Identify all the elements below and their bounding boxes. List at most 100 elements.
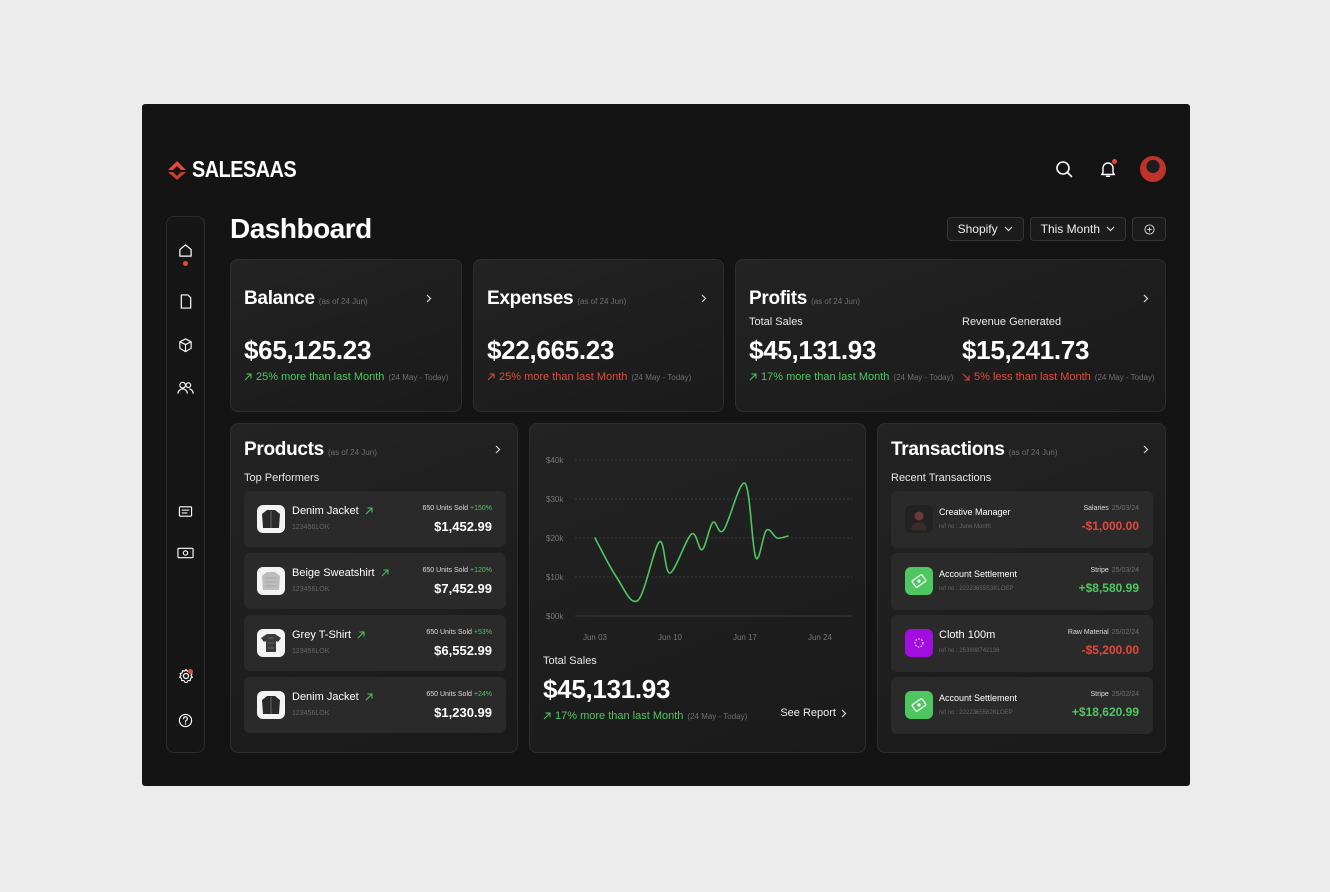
category-text: Raw Material: [1067, 629, 1109, 636]
product-sku: 123456LOK: [292, 710, 330, 717]
recent-transactions-label: Recent Transactions: [891, 472, 992, 484]
sales-line-chart: $40k $30k $20k $10k $00k Jun 03 Jun 10 Jun 17 Ju…: [546, 456, 852, 642]
total-sales-label: Total Sales: [749, 316, 803, 328]
search-icon[interactable]: [1052, 157, 1076, 181]
balance-change-text: 25% more than last Month: [256, 371, 385, 383]
product-sku: 123456LOK: [292, 586, 330, 593]
product-row[interactable]: Beige Sweatshirt 123456LOK 650 Units Sol…: [244, 553, 506, 609]
balance-card: Balance (as of 24 Jun) $65,125.23 25% mor…: [230, 259, 462, 412]
transaction-row[interactable]: Account Settlement ref no : 2222365582KL…: [891, 677, 1153, 734]
profits-card: Profits (as of 24 Jun) Total Sales $45,13…: [735, 259, 1166, 412]
bell-icon[interactable]: [1096, 157, 1120, 181]
growth-pct: +53%: [473, 629, 492, 636]
balance-title: Balance: [244, 288, 315, 309]
transaction-date: 25/02/24: [1111, 629, 1139, 636]
arrow-up-right-icon: [749, 373, 757, 381]
total-sales-change-text: 17% more than last Month: [761, 371, 890, 383]
date-range: (24 May - Today): [893, 372, 954, 382]
chevron-right-icon[interactable]: [424, 293, 434, 303]
total-sales-value: $45,131.93: [749, 335, 877, 365]
sales-series-line: [594, 482, 789, 603]
product-name-text: Denim Jacket: [292, 691, 359, 703]
revenue-change-text: 5% less than last Month: [974, 371, 1091, 383]
expenses-change: 25% more than last Month (24 May - Today…: [487, 371, 691, 383]
date-range: (24 May - Today): [631, 372, 692, 382]
page-title: Dashboard: [230, 213, 372, 244]
balance-change: 25% more than last Month (24 May - Today…: [244, 371, 448, 383]
transaction-amount: +$8,580.99: [1078, 581, 1139, 595]
total-sales-change: 17% more than last Month (24 May - Today…: [543, 710, 747, 722]
help-icon[interactable]: [167, 708, 204, 732]
box-icon[interactable]: [167, 333, 204, 357]
transaction-category: Raw Material 25/02/24: [1068, 629, 1139, 636]
growth-pct: +150%: [470, 505, 492, 512]
as-of-label: (as of 24 Jun): [1008, 448, 1058, 457]
add-button[interactable]: [1132, 217, 1166, 241]
date-range: (24 May - Today): [687, 711, 748, 721]
top-actions: [1052, 156, 1166, 182]
transaction-name: Creative Manager: [939, 507, 1011, 517]
avatar[interactable]: [1140, 156, 1166, 182]
chevron-right-icon[interactable]: [699, 293, 709, 303]
sweatshirt-icon: [257, 567, 285, 595]
expenses-value: $22,665.23: [487, 335, 615, 365]
product-price: $1,230.99: [434, 705, 492, 720]
message-icon[interactable]: [167, 500, 204, 524]
product-row[interactable]: Denim Jacket 123456LOK 650 Units Sold +15…: [244, 491, 506, 547]
expenses-change-text: 25% more than last Month: [499, 371, 628, 383]
product-name: Beige Sweatshirt: [292, 567, 389, 579]
transaction-row[interactable]: Account Settlement ref no : 22223655S3KL…: [891, 553, 1153, 610]
product-price: $1,452.99: [434, 519, 492, 534]
y-tick-label: $10k: [546, 573, 564, 582]
fabric-icon: [905, 629, 933, 657]
product-name-text: Beige Sweatshirt: [292, 567, 375, 579]
arrow-down-right-icon: [962, 373, 970, 381]
arrow-up-right-icon: [365, 507, 373, 515]
see-report-link[interactable]: See Report: [780, 707, 847, 719]
chevron-right-icon[interactable]: [493, 444, 503, 454]
x-tick-label: Jun 24: [808, 633, 833, 642]
product-row[interactable]: Denim Jacket 123456LOK 650 Units Sold +24…: [244, 677, 506, 733]
money-icon: [905, 567, 933, 595]
active-indicator: [183, 261, 188, 266]
product-name-text: Denim Jacket: [292, 505, 359, 517]
chevron-right-icon[interactable]: [1141, 444, 1151, 454]
transaction-amount: -$1,000.00: [1081, 519, 1139, 533]
product-price: $7,452.99: [434, 581, 492, 596]
person-photo-icon: [905, 505, 933, 533]
document-icon[interactable]: [167, 289, 204, 313]
home-icon[interactable]: [167, 238, 204, 262]
product-row[interactable]: Grey T-Shirt 123456LOK 650 Units Sold +53…: [244, 615, 506, 671]
expenses-title: Expenses: [487, 288, 574, 309]
transaction-row[interactable]: Creative Manager ref no : June Month Sal…: [891, 491, 1153, 548]
see-report-label: See Report: [780, 707, 836, 719]
money-icon[interactable]: [167, 541, 204, 565]
transaction-category: Stripe 25/02/24: [1090, 691, 1139, 698]
transaction-date: 25/03/24: [1111, 505, 1139, 512]
jacket-icon: [257, 691, 285, 719]
plus-circle-icon: [1143, 223, 1155, 235]
products-card: Products (as of 24 Jun) Top Performers De…: [230, 423, 518, 753]
period-select[interactable]: This Month: [1029, 217, 1126, 241]
chevron-right-icon[interactable]: [1141, 293, 1151, 303]
units-sold: 650 Units Sold +120%: [422, 567, 492, 574]
settings-icon[interactable]: [167, 664, 204, 688]
brand-logo[interactable]: SALESAAS: [166, 156, 313, 183]
x-tick-label: Jun 17: [733, 633, 758, 642]
period-select-label: This Month: [1040, 222, 1100, 236]
card-title: Products (as of 24 Jun): [244, 439, 377, 461]
date-range: (24 May - Today): [388, 372, 449, 382]
x-tick-label: Jun 10: [658, 633, 683, 642]
product-name: Denim Jacket: [292, 505, 373, 517]
arrow-up-right-icon: [365, 693, 373, 701]
category-text: Stripe: [1090, 691, 1109, 698]
arrow-up-right-icon: [381, 569, 389, 577]
transaction-name: Cloth 100m: [939, 629, 996, 641]
store-select[interactable]: Shopify: [946, 217, 1024, 241]
transaction-row[interactable]: Cloth 100m ref no : 253698742136 Raw Mat…: [891, 615, 1153, 672]
y-tick-label: $30k: [546, 495, 564, 504]
transaction-name: Account Settlement: [939, 569, 1018, 579]
chevron-down-icon: [1004, 226, 1013, 232]
settings-badge: [188, 669, 193, 674]
users-icon[interactable]: [167, 376, 204, 400]
